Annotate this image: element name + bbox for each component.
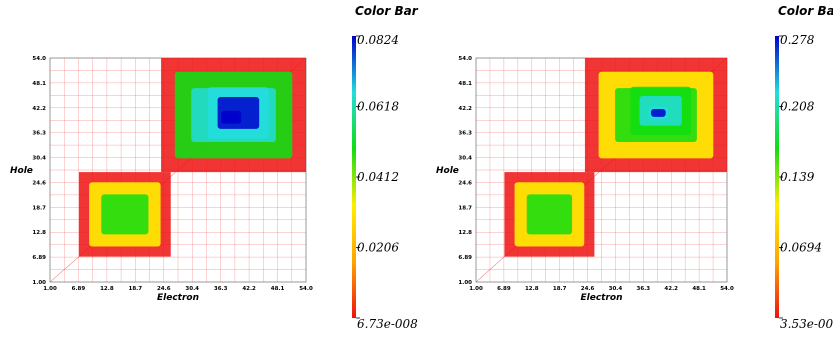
y-tick-label: 48.1 xyxy=(458,81,472,87)
y-tick-label: 24.6 xyxy=(32,180,46,186)
x-tick-label: 36.3 xyxy=(637,286,651,292)
y-tick-label: 12.8 xyxy=(458,230,472,236)
y-tick-label: 6.89 xyxy=(32,255,46,261)
y-tick-label: 6.89 xyxy=(458,255,472,261)
y-tick-label: 18.7 xyxy=(458,205,472,211)
y-tick-label: 36.3 xyxy=(32,131,46,137)
x-tick-label: 24.6 xyxy=(581,286,595,292)
density-core xyxy=(223,113,239,122)
x-tick-label: 48.1 xyxy=(271,286,285,292)
colorbar-tick-label: 6.73e-008 xyxy=(357,317,418,331)
y-axis-label: Hole xyxy=(436,166,459,176)
colorbar-tick-label: 3.53e-007 xyxy=(780,317,833,331)
x-tick-label: 42.2 xyxy=(664,286,678,292)
x-axis-label: Electron xyxy=(580,293,622,303)
x-tick-label: 1.00 xyxy=(43,286,57,292)
y-tick-label: 1.00 xyxy=(32,280,46,286)
y-tick-label: 48.1 xyxy=(32,81,46,87)
y-tick-label: 36.3 xyxy=(458,131,472,137)
y-tick-label: 42.2 xyxy=(32,106,46,112)
colorbar-title: Color Bar xyxy=(778,4,833,18)
y-tick-label: 12.8 xyxy=(32,230,46,236)
y-tick-label: 54.0 xyxy=(458,56,472,62)
colorbar-tick-label: 0.208 xyxy=(780,100,815,114)
x-tick-label: 54.0 xyxy=(299,286,313,292)
x-tick-label: 18.7 xyxy=(129,286,143,292)
x-tick-label: 36.3 xyxy=(214,286,228,292)
x-tick-label: 6.89 xyxy=(72,286,86,292)
colorbar-tick-label: 0.139 xyxy=(780,170,815,184)
x-axis-label: Electron xyxy=(157,293,199,303)
colorbar-tick-label: 0.0694 xyxy=(780,241,822,255)
y-tick-label: 42.2 xyxy=(458,106,472,112)
x-tick-label: 30.4 xyxy=(609,286,623,292)
x-tick-label: 54.0 xyxy=(720,286,734,292)
y-tick-label: 18.7 xyxy=(32,205,46,211)
colorbar-tick-label: 0.0824 xyxy=(357,33,399,47)
colorbar-tick-label: 0.0206 xyxy=(357,241,399,255)
density-field xyxy=(50,58,306,282)
y-tick-label: 30.4 xyxy=(32,156,46,162)
x-tick-label: 42.2 xyxy=(242,286,256,292)
x-tick-label: 6.89 xyxy=(497,286,511,292)
density-field xyxy=(476,58,727,282)
density-core xyxy=(101,194,149,235)
y-tick-label: 30.4 xyxy=(458,156,472,162)
x-tick-label: 1.00 xyxy=(469,286,483,292)
heatmap-panel-1: 1.00 6.89 12.8 18.7 24.6 30.4 36.3 42.2 48.1 54.0… xyxy=(10,4,419,331)
x-tick-label: 24.6 xyxy=(157,286,171,292)
y-axis-label: Hole xyxy=(10,166,33,176)
x-tick-label: 12.8 xyxy=(525,286,539,292)
colorbar-tick-label: 0.278 xyxy=(780,33,815,47)
colorbar xyxy=(352,36,356,318)
y-tick-label: 54.0 xyxy=(32,56,46,62)
x-tick-label: 18.7 xyxy=(553,286,567,292)
colorbar-title: Color Bar xyxy=(355,4,419,18)
y-tick-label: 1.00 xyxy=(458,280,472,286)
x-tick-label: 12.8 xyxy=(100,286,114,292)
y-tick-label: 24.6 xyxy=(458,180,472,186)
x-tick-label: 48.1 xyxy=(692,286,706,292)
colorbar-tick-label: 0.0618 xyxy=(357,100,399,114)
density-core xyxy=(650,108,666,117)
density-core xyxy=(526,194,573,235)
x-tick-label: 30.4 xyxy=(185,286,199,292)
colorbar-tick-label: 0.0412 xyxy=(357,170,399,184)
heatmap-panel-2: 1.00 6.89 12.8 18.7 24.6 30.4 36.3 42.2 48.1 54.0… xyxy=(436,4,833,331)
colorbar xyxy=(775,36,779,318)
